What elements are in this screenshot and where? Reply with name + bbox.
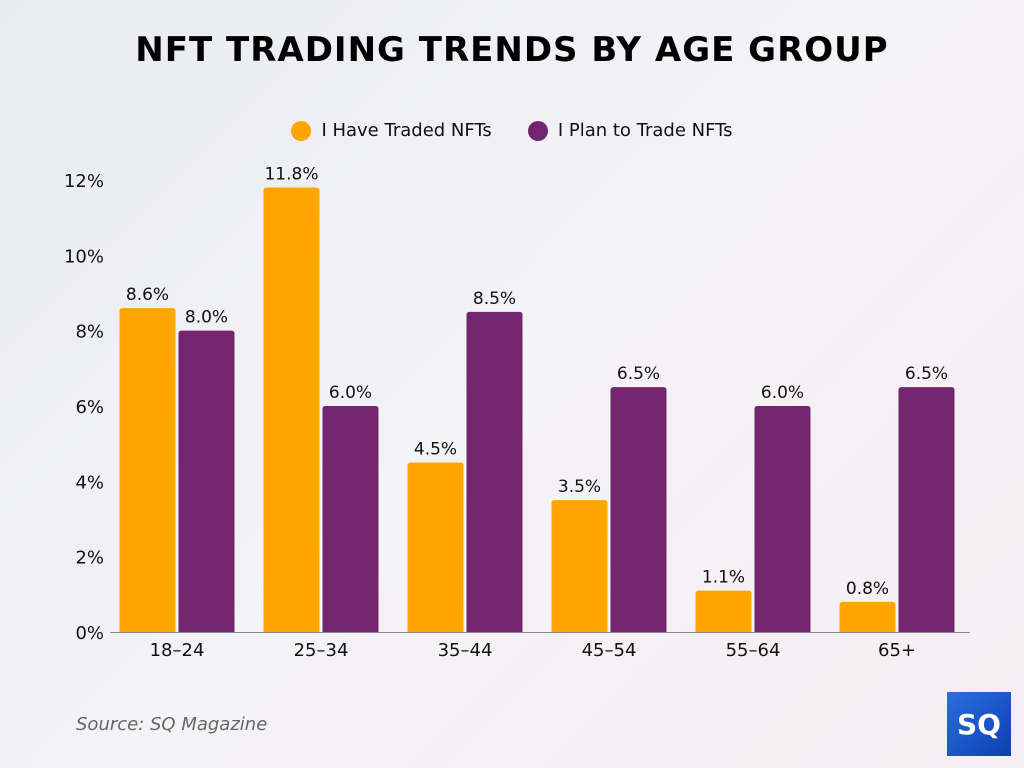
x-tick-label: 35–44	[438, 640, 493, 661]
source-note: Source: SQ Magazine	[76, 714, 268, 735]
bar-traded	[119, 308, 176, 632]
x-tick-label: 18–24	[150, 640, 205, 661]
y-tick-label: 4%	[75, 472, 104, 493]
y-tick-label: 10%	[64, 246, 104, 267]
legend-swatch-traded	[291, 120, 312, 141]
bar-traded	[695, 590, 752, 632]
data-label: 8.5%	[473, 289, 516, 309]
x-tick-label: 25–34	[294, 640, 349, 661]
bar-plan	[322, 406, 379, 632]
x-tick-label: 45–54	[582, 640, 637, 661]
chart-title: NFT TRADING TRENDS BY AGE GROUP	[135, 30, 889, 70]
legend-swatch-plan	[527, 120, 548, 141]
x-tick-label: 55–64	[726, 640, 781, 661]
y-tick-label: 8%	[75, 322, 104, 343]
legend-item-traded: I Have Traded NFTs	[291, 120, 492, 141]
data-label: 0.8%	[846, 579, 889, 599]
bar-plan	[898, 387, 955, 632]
legend-label-plan: I Plan to Trade NFTs	[557, 120, 733, 141]
data-label: 6.5%	[905, 364, 948, 384]
bar-plan	[178, 330, 235, 632]
data-label: 6.5%	[617, 364, 660, 384]
sq-logo: SQ	[947, 692, 1011, 756]
data-label: 8.0%	[185, 308, 228, 328]
data-label: 4.5%	[414, 440, 457, 460]
data-label: 11.8%	[264, 165, 318, 185]
y-tick-label: 12%	[64, 171, 104, 192]
data-label: 8.6%	[126, 285, 169, 305]
x-tick-label: 65+	[878, 640, 916, 661]
data-label: 3.5%	[558, 477, 601, 497]
legend-item-plan: I Plan to Trade NFTs	[527, 120, 733, 141]
bar-traded	[263, 187, 320, 633]
y-tick-label: 6%	[75, 397, 104, 418]
data-label: 1.1%	[702, 568, 745, 588]
y-tick-label: 0%	[75, 623, 104, 644]
legend-label-traded: I Have Traded NFTs	[321, 120, 492, 141]
legend: I Have Traded NFTs I Plan to Trade NFTs	[0, 120, 1024, 141]
bar-plan	[610, 387, 667, 632]
data-label: 6.0%	[761, 383, 804, 403]
bar-plan	[466, 311, 523, 632]
data-label: 6.0%	[329, 383, 372, 403]
bar-plan	[754, 406, 811, 632]
bar-traded	[839, 601, 896, 632]
bar-traded	[551, 500, 608, 632]
y-tick-label: 2%	[75, 548, 104, 569]
bar-traded	[407, 462, 464, 632]
